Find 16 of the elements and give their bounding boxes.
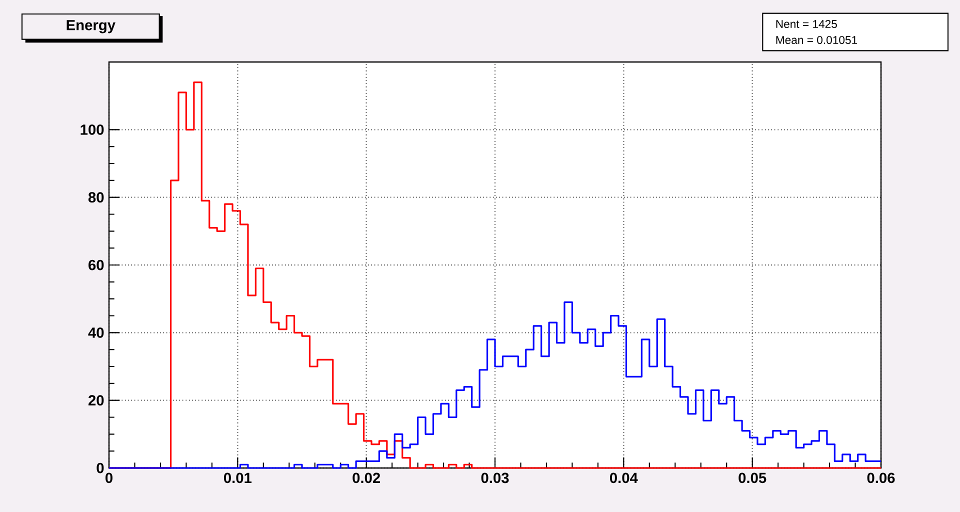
x-tick-label: 0.02 bbox=[352, 472, 380, 484]
y-tick-label: 0 bbox=[96, 462, 104, 474]
x-tick-label: 0.05 bbox=[738, 472, 766, 484]
y-tick-label: 60 bbox=[88, 260, 104, 270]
x-tick-label: 0.04 bbox=[610, 472, 638, 484]
x-tick-label: 0.06 bbox=[867, 472, 895, 484]
x-tick-label: 0.01 bbox=[224, 472, 252, 484]
y-tick-label: 80 bbox=[88, 192, 104, 203]
y-tick-label: 40 bbox=[88, 327, 104, 338]
x-tick-label: 0 bbox=[106, 472, 112, 484]
text: Nent = 1425 bbox=[776, 20, 837, 28]
chart-title: Energy bbox=[66, 20, 116, 34]
y-tick-label: 20 bbox=[88, 395, 104, 406]
x-tick-label: 0.03 bbox=[481, 472, 509, 484]
text: Mean = 0.01051 bbox=[776, 36, 858, 44]
y-tick-label: 100 bbox=[80, 124, 104, 135]
